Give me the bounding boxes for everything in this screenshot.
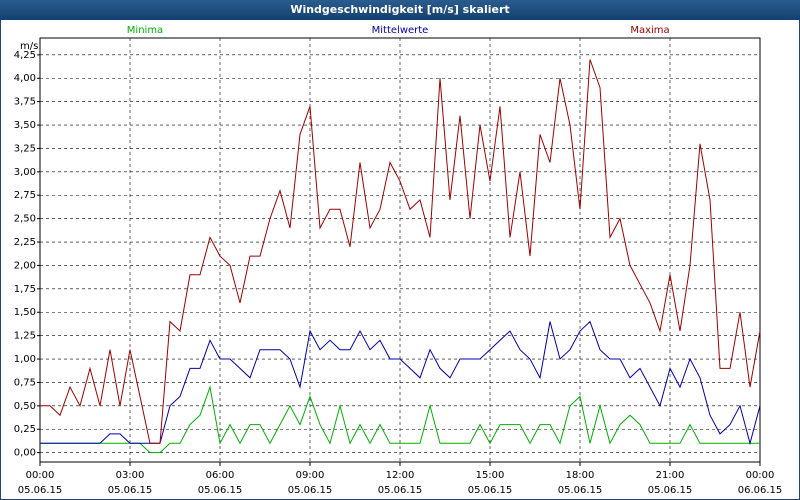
x-tick-date: 06.06.15 [738, 485, 783, 496]
x-tick-label: 03:00 [116, 470, 145, 481]
x-tick-date: 05.06.15 [288, 485, 333, 496]
series-line [40, 59, 761, 444]
x-tick-label: 00:00 [746, 470, 775, 481]
chart-title: Windgeschwindigkeit [m/s] skaliert [290, 3, 509, 16]
y-tick-label: 0,75 [14, 377, 36, 388]
x-tick-date: 05.06.15 [198, 485, 243, 496]
y-tick-label: 2,00 [14, 260, 36, 271]
legend-entry: Maxima [630, 25, 669, 36]
x-tick-date: 05.06.15 [378, 485, 423, 496]
x-tick-date: 05.06.15 [108, 485, 153, 496]
y-tick-label: 4,00 [14, 73, 36, 84]
plot-frame [39, 37, 761, 463]
x-tick-date: 05.06.15 [18, 485, 63, 496]
x-tick-date: 05.06.15 [648, 485, 693, 496]
x-tick-label: 18:00 [566, 470, 595, 481]
x-tick-label: 09:00 [296, 470, 325, 481]
series-line [40, 385, 760, 454]
y-tick-label: 3,25 [14, 143, 36, 154]
x-tick-label: 06:00 [206, 470, 235, 481]
legend-entry: Minima [127, 25, 163, 36]
y-tick-label: 3,00 [14, 167, 36, 178]
y-tick-label: 1,00 [14, 354, 36, 365]
x-tick-label: 15:00 [476, 470, 505, 481]
y-tick-label: 2,25 [14, 237, 36, 248]
y-tick-label: 1,75 [14, 284, 36, 295]
y-axis-unit: m/s [20, 41, 38, 52]
y-tick-label: 2,75 [14, 190, 36, 201]
x-tick-label: 21:00 [656, 470, 685, 481]
y-tick-label: 1,50 [14, 307, 36, 318]
legend-entry: Mittelwerte [372, 25, 429, 36]
title-bar [0, 0, 800, 20]
y-tick-label: 3,75 [14, 97, 36, 108]
x-tick-label: 00:00 [26, 470, 55, 481]
y-tick-label: 0,00 [14, 448, 36, 459]
x-tick-date: 05.06.15 [468, 485, 513, 496]
y-tick-label: 4,25 [14, 50, 36, 61]
y-tick-label: 2,50 [14, 214, 36, 225]
y-tick-label: 1,25 [14, 331, 36, 342]
y-tick-label: 0,25 [14, 424, 36, 435]
x-tick-date: 05.06.15 [558, 485, 603, 496]
y-tick-label: 3,50 [14, 120, 36, 131]
x-tick-label: 12:00 [386, 470, 415, 481]
y-tick-label: 0,50 [14, 401, 36, 412]
